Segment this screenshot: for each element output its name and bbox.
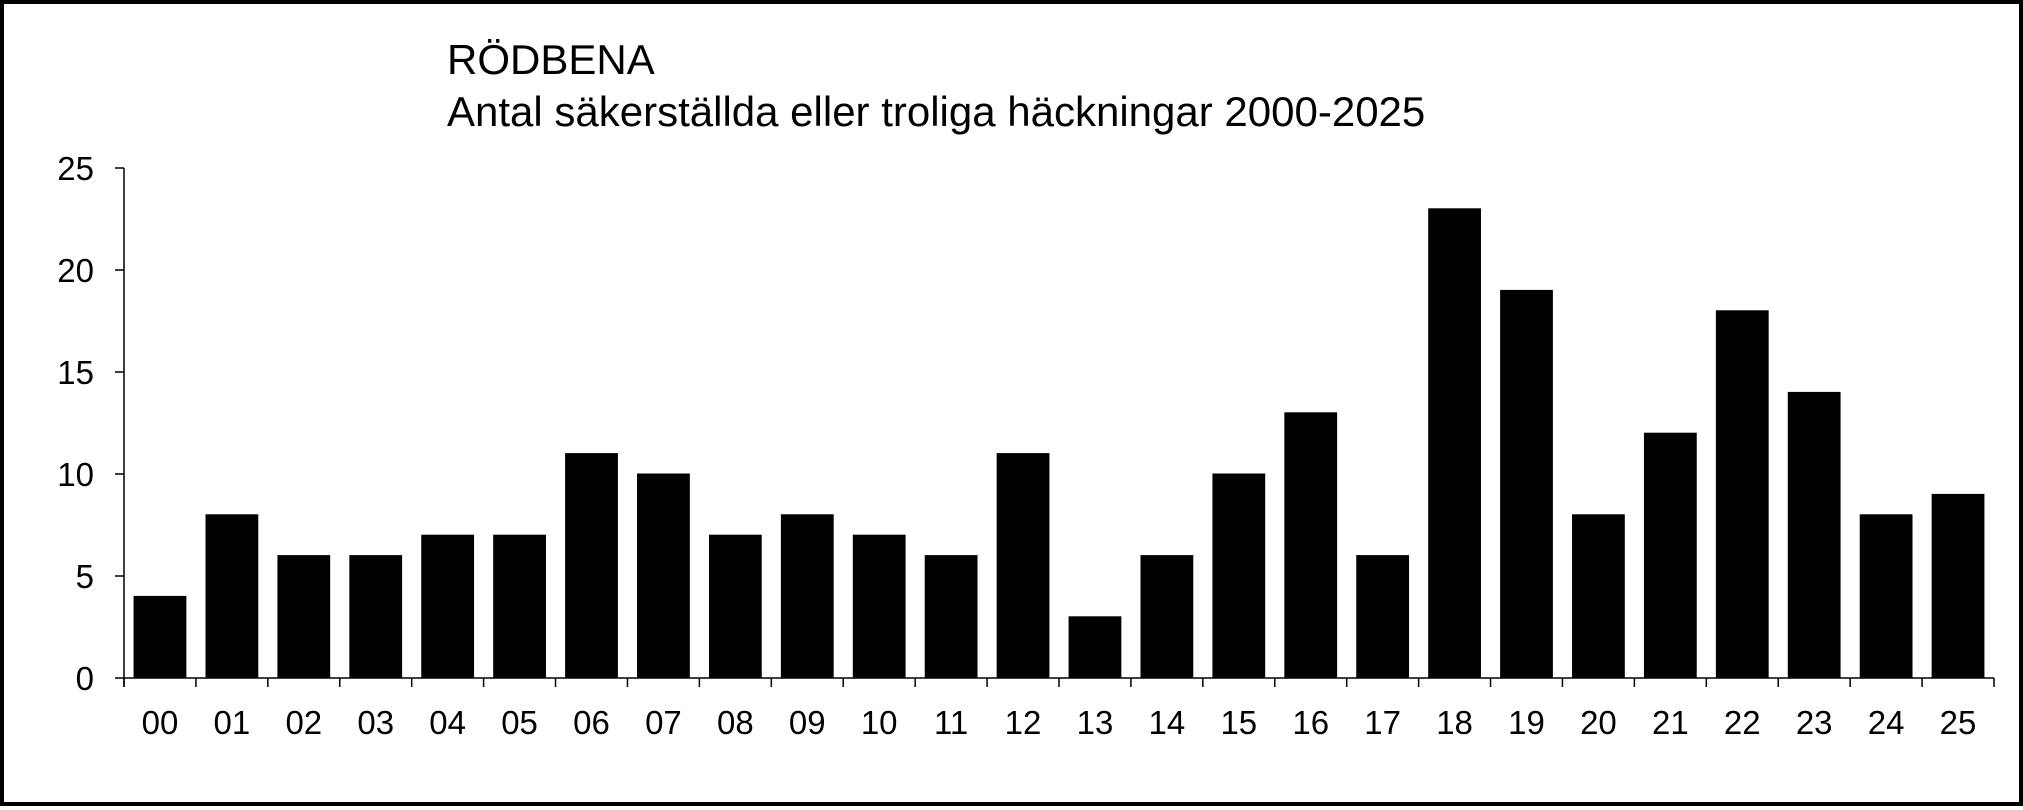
x-tick-label: 19 (1508, 704, 1545, 741)
y-tick-label: 5 (76, 558, 94, 595)
x-tick-label: 12 (1005, 704, 1042, 741)
bar-16 (1284, 412, 1338, 679)
bar-20 (1572, 514, 1625, 679)
bar-00 (133, 595, 187, 679)
bar-04 (421, 534, 475, 679)
bar-22 (1715, 310, 1769, 679)
bar-09 (780, 514, 834, 679)
x-tick-label: 14 (1149, 704, 1186, 741)
x-tick-label: 23 (1796, 704, 1833, 741)
bar-21 (1643, 432, 1697, 679)
x-tick-label: 16 (1292, 704, 1329, 741)
bar-23 (1787, 391, 1841, 679)
bar-14 (1140, 555, 1194, 679)
x-tick-label: 08 (717, 704, 754, 741)
x-tick-label: 09 (789, 704, 826, 741)
x-tick-label: 20 (1580, 704, 1617, 741)
x-tick-label: 11 (934, 704, 968, 741)
bar-05 (493, 534, 546, 679)
x-tick-label: 04 (429, 704, 466, 741)
x-tick-label: 02 (285, 704, 322, 741)
bar-02 (277, 555, 331, 679)
x-tick-label: 17 (1364, 704, 1401, 741)
bar-15 (1212, 473, 1266, 679)
x-tick-label: 15 (1220, 704, 1257, 741)
x-tick-label: 07 (645, 704, 682, 741)
y-tick-label: 10 (57, 456, 94, 493)
y-tick-label: 0 (76, 660, 94, 697)
x-tick-label: 05 (501, 704, 538, 741)
bar-08 (708, 534, 762, 679)
bar-19 (1500, 289, 1553, 679)
x-tick-label: 10 (861, 704, 898, 741)
x-tick-label: 03 (357, 704, 394, 741)
y-tick-label: 20 (57, 252, 94, 289)
bar-17 (1356, 555, 1410, 679)
x-tick-label: 18 (1436, 704, 1473, 741)
y-tick-label: 25 (57, 150, 94, 187)
bar-series (133, 208, 1985, 679)
x-tick-label: 24 (1868, 704, 1905, 741)
x-tick-label: 22 (1724, 704, 1761, 741)
bar-01 (205, 514, 259, 679)
chart-title: RÖDBENA (447, 36, 655, 83)
bar-10 (852, 534, 906, 679)
x-tick-label: 13 (1077, 704, 1114, 741)
x-tick-label: 00 (142, 704, 179, 741)
y-tick-label: 15 (57, 354, 94, 391)
bar-18 (1428, 208, 1481, 679)
x-tick-label: 01 (214, 704, 251, 741)
bar-07 (637, 473, 690, 679)
x-tick-label: 06 (573, 704, 610, 741)
chart-subtitle: Antal säkerställda eller troliga häcknin… (447, 88, 1425, 135)
x-tick-label: 25 (1940, 704, 1977, 741)
y-axis: 0 5 10 15 20 25 (57, 150, 125, 697)
bar-06 (565, 453, 618, 679)
x-tick-label: 21 (1652, 704, 1689, 741)
x-axis: 00 01 02 03 04 05 06 07 08 09 10 11 12 13 14 15 16 17 18 19… (123, 677, 1995, 741)
bar-24 (1859, 514, 1913, 679)
bar-chart: RÖDBENA Antal säkerställda eller troliga… (57, 36, 1995, 741)
bar-12 (996, 453, 1050, 679)
bar-03 (349, 555, 403, 679)
bar-11 (924, 555, 978, 679)
bar-25 (1931, 493, 1985, 679)
bar-13 (1068, 616, 1122, 679)
